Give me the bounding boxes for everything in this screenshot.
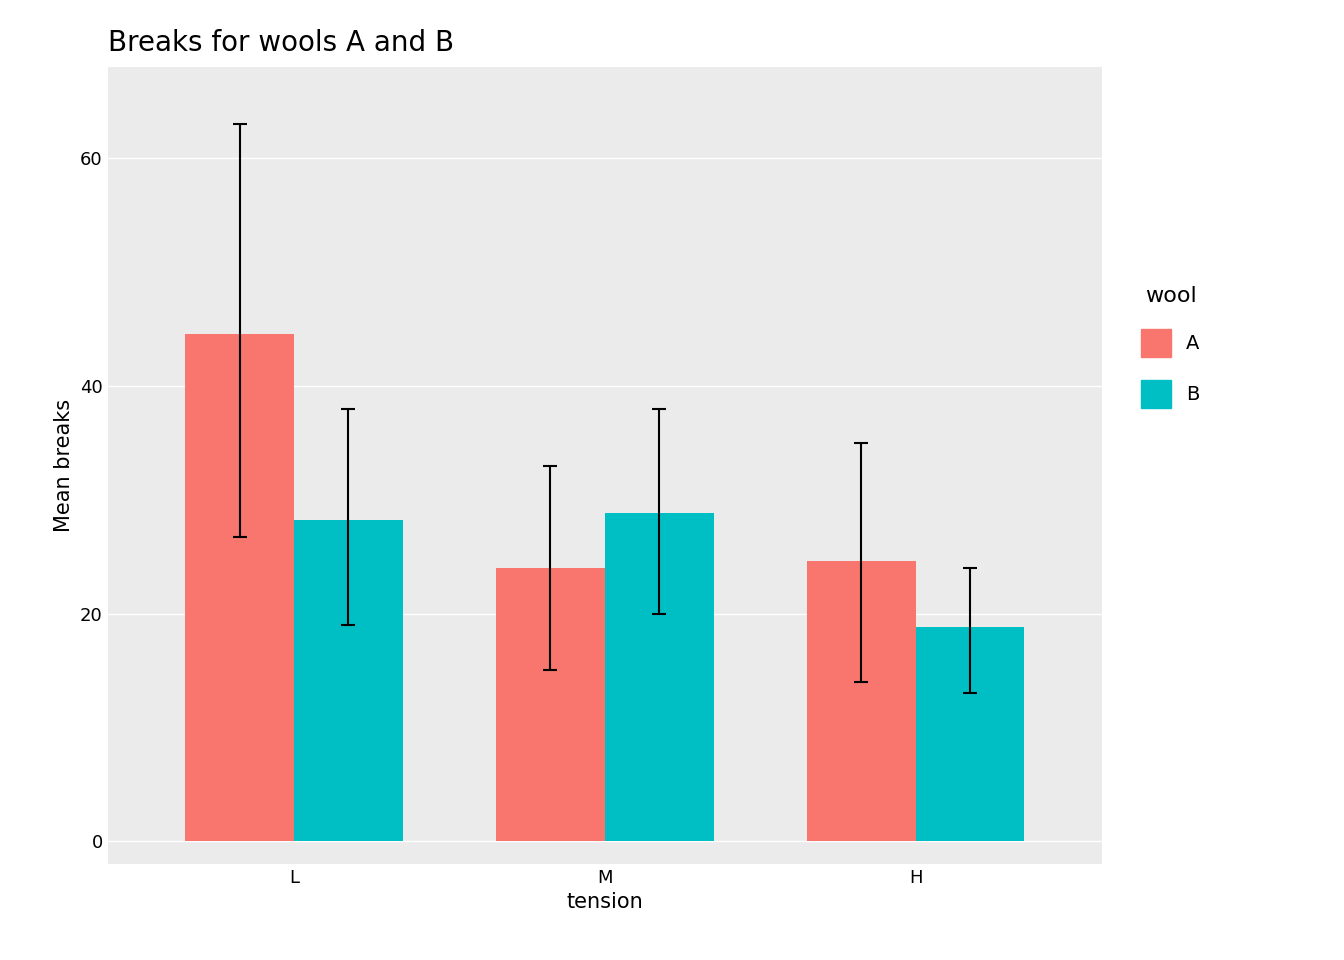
Legend: A, B: A, B xyxy=(1132,276,1210,418)
Bar xyxy=(806,562,915,841)
Bar xyxy=(185,333,294,841)
Text: Breaks for wools A and B: Breaks for wools A and B xyxy=(108,29,454,57)
X-axis label: tension: tension xyxy=(566,893,644,912)
Y-axis label: Mean breaks: Mean breaks xyxy=(54,399,74,532)
Bar xyxy=(605,514,714,841)
Bar xyxy=(496,568,605,841)
Bar xyxy=(915,627,1024,841)
Bar xyxy=(294,520,403,841)
